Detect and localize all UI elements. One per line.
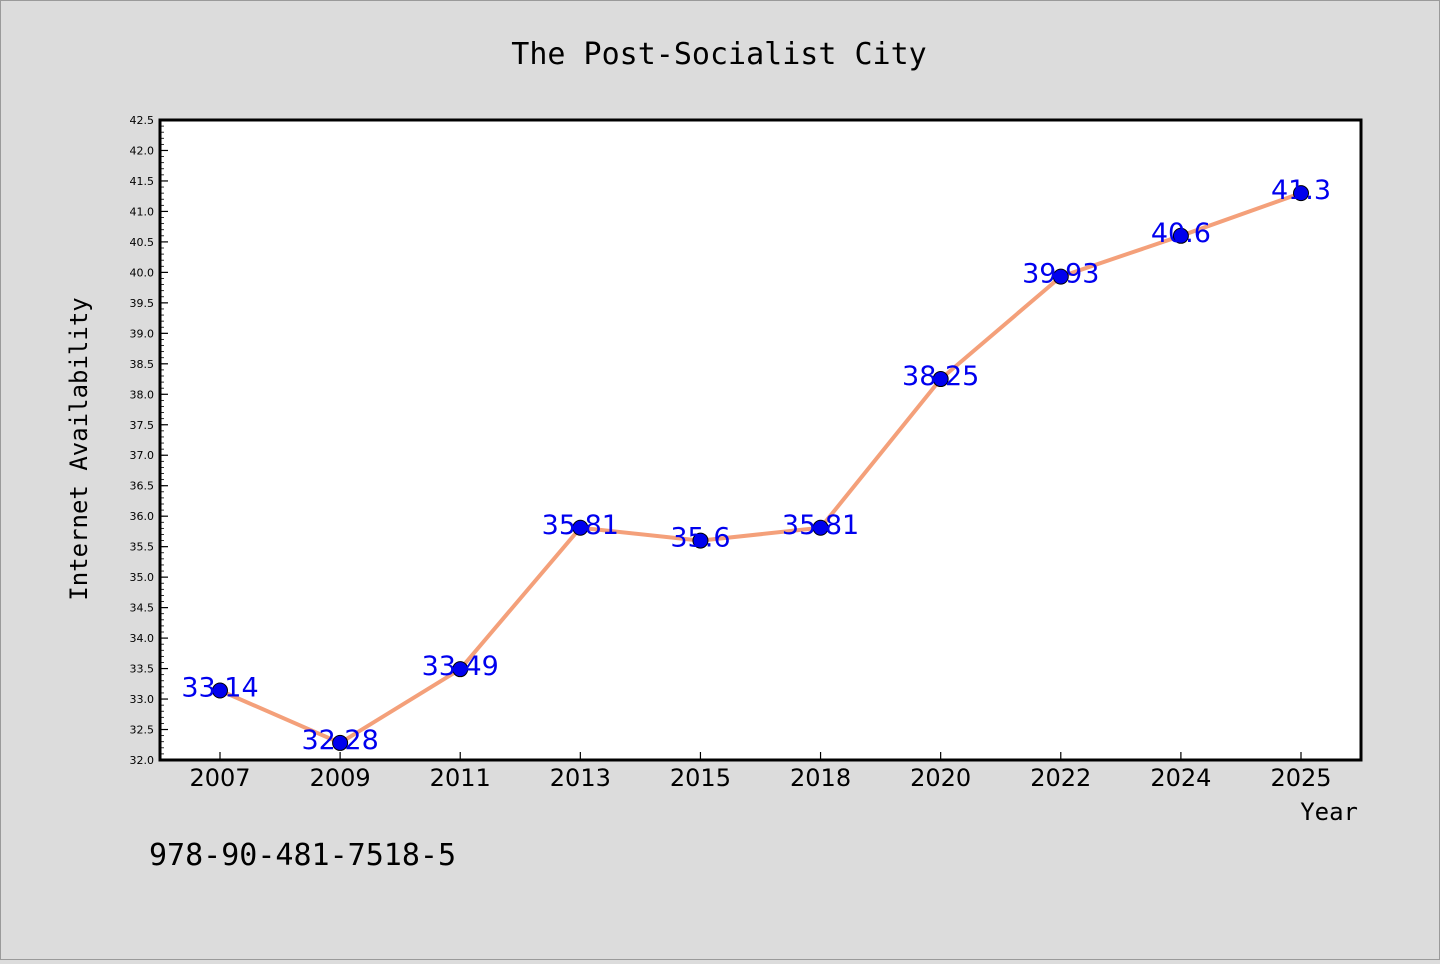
y-tick-label: 36.5 [130, 480, 155, 493]
y-axis-label: Internet Availability [65, 297, 93, 600]
data-point [212, 682, 228, 699]
y-tick-label: 41.0 [130, 205, 155, 218]
data-point [332, 734, 349, 751]
x-tick-label: 2024 [1150, 764, 1211, 792]
y-tick-label: 38.0 [130, 388, 155, 401]
data-point [812, 519, 829, 536]
data-point [692, 532, 709, 549]
y-tick-label: 32.0 [130, 754, 155, 767]
y-tick-label: 35.5 [130, 541, 155, 554]
data-point [452, 661, 469, 678]
y-tick-label: 36.0 [130, 510, 155, 523]
x-tick-label: 2022 [1030, 764, 1091, 792]
data-label: 38.25 [902, 361, 979, 392]
y-tick-label: 33.0 [130, 693, 155, 706]
chart-title: The Post-Socialist City [511, 37, 926, 72]
y-tick-label: 42.5 [130, 114, 155, 127]
y-tick-label: 34.0 [130, 632, 155, 645]
data-label: 35.81 [542, 510, 619, 541]
data-label: 32.28 [301, 725, 378, 756]
y-tick-label: 38.5 [130, 358, 155, 371]
y-tick-label: 41.5 [130, 175, 155, 188]
data-label: 33.14 [181, 673, 258, 704]
x-tick-label: 2020 [910, 764, 971, 792]
y-tick-label: 37.0 [130, 449, 155, 462]
data-label: 41.3 [1271, 175, 1331, 206]
data-point [1172, 227, 1189, 244]
y-tick-label: 40.5 [130, 236, 155, 249]
data-point [572, 519, 589, 536]
y-tick-label: 42.0 [130, 144, 155, 157]
y-tick-label: 33.5 [130, 663, 155, 676]
x-tick-label: 2025 [1270, 764, 1331, 792]
data-point [1293, 185, 1309, 202]
y-tick-label: 39.0 [130, 327, 155, 340]
data-label: 35.81 [782, 510, 859, 541]
x-tick-label: 2009 [310, 764, 371, 792]
data-point [932, 371, 949, 388]
y-tick-label: 39.5 [130, 297, 155, 310]
y-axis: 32.0 32.5 33.0 33.5 34.0 34.5 35.0 35.5 36.0 36.5… [130, 114, 168, 767]
data-label: 33.49 [422, 651, 499, 682]
y-tick-label: 32.5 [130, 724, 155, 737]
y-tick-label: 37.5 [130, 419, 155, 432]
x-axis-label: Year [1300, 798, 1358, 826]
x-tick-label: 2011 [430, 764, 491, 792]
data-point [1052, 268, 1069, 285]
plot-area [158, 118, 1363, 762]
y-tick-label: 34.5 [130, 602, 155, 615]
series-line [219, 191, 1302, 745]
x-tick-label: 2018 [790, 764, 851, 792]
x-tick-label: 2007 [189, 764, 250, 792]
y-tick-label: 35.0 [130, 571, 155, 584]
x-axis: 2007 2009 2011 2013 2015 2018 2020 2022 2024 2025 [189, 752, 1332, 792]
data-label: 35.6 [670, 523, 730, 554]
series-markers [212, 185, 1309, 751]
x-tick-label: 2013 [550, 764, 611, 792]
x-tick-label: 2015 [670, 764, 731, 792]
data-label: 39.93 [1022, 259, 1099, 290]
data-labels: 33.14 32.28 33.49 35.81 35.6 35.81 38.25 39.93 4… [181, 175, 1331, 756]
data-label: 40.6 [1151, 218, 1211, 249]
y-tick-label: 40.0 [130, 266, 155, 279]
isbn-annotation: 978-90-481-7518-5 [149, 838, 456, 873]
